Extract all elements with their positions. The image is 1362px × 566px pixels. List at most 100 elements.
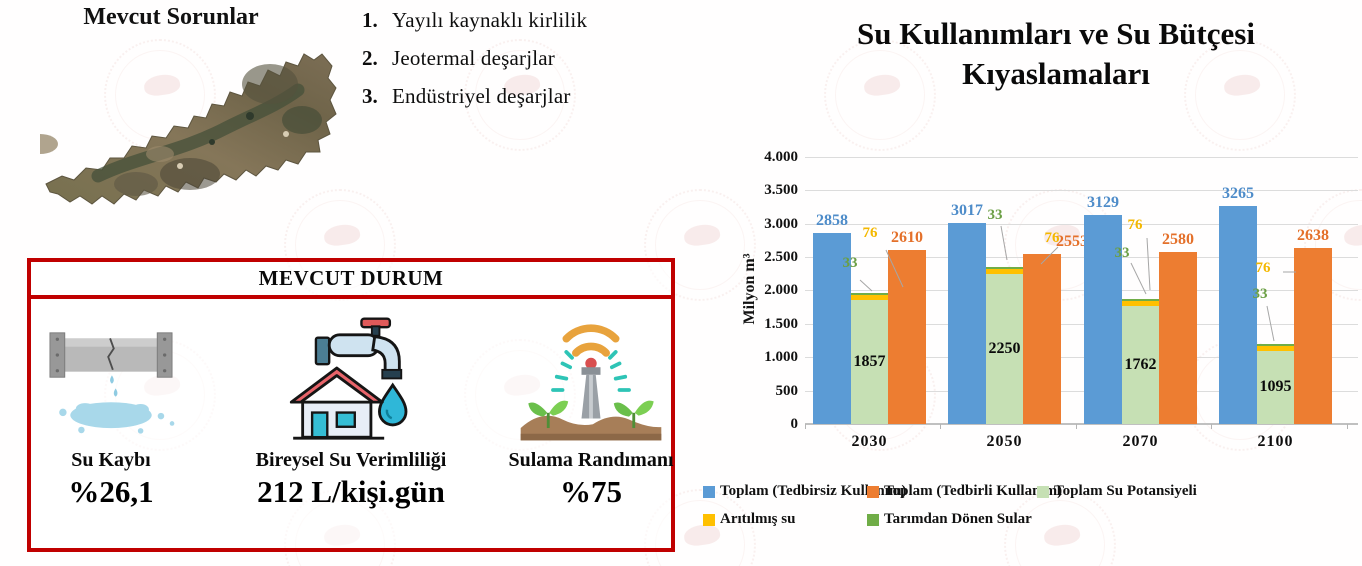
bar-value-label: 3265: [1222, 185, 1254, 203]
bar-tedbirli: [1023, 253, 1061, 424]
stacked-bar-column: 1762: [1121, 299, 1160, 424]
legend-swatch-blue: [703, 485, 715, 498]
status-grid: Su Kaybı %26,1: [31, 313, 674, 510]
callout-value: 76: [1255, 260, 1271, 276]
list-number: 2.: [362, 46, 378, 70]
chart-title: Su Kullanımları ve Su Bütçesi Kıyaslamal…: [857, 16, 1255, 91]
y-tick: 2.500: [764, 249, 798, 265]
bar-tedbirli: [1159, 251, 1197, 424]
legend-item: Toplam (Tedbirli Kullanım): [867, 483, 1062, 500]
status-item-value: %26,1: [68, 474, 154, 509]
status-item-domestic-efficiency: Bireysel Su Verimliliği 212 L/kişi.gün: [191, 313, 511, 510]
bar-column: 2638: [1294, 227, 1332, 424]
callout-value: 33: [1114, 245, 1130, 261]
bar-value-label: 2858: [816, 212, 848, 230]
callout-value: 76: [862, 225, 878, 241]
bar-value-label: 2580: [1162, 230, 1194, 248]
segment-tarimdan-donen: [1121, 299, 1160, 302]
legend-swatch-lightgreen: [1037, 485, 1049, 498]
segment-tarimdan-donen: [985, 266, 1024, 269]
x-category-label: 2050: [986, 433, 1023, 450]
house-faucet-icon: [276, 313, 426, 441]
problems-list: 1. Yayılı kaynaklı kirlilik 2. Jeotermal…: [362, 8, 587, 122]
y-tick: 4.000: [764, 149, 798, 165]
list-text: Yayılı kaynaklı kirlilik: [392, 8, 588, 32]
legend-swatch-darkgreen: [867, 513, 879, 526]
status-item-irrigation-efficiency: Sulama Randımanı %75: [508, 313, 674, 510]
y-tick: 1.500: [764, 316, 798, 332]
bar-column: 3265: [1219, 185, 1257, 424]
segment-tarimdan-donen: [1256, 343, 1295, 346]
bar-value-label: 2638: [1297, 226, 1329, 244]
bar-group-2030: 2858 1857 2610 33 76: [802, 157, 937, 424]
list-text: Endüstriyel deşarjlar: [392, 84, 571, 108]
bar-group-2100: 3265 1095 2638 76 33: [1208, 157, 1343, 424]
callout-value: 33: [987, 207, 1003, 223]
y-tick: 3.500: [764, 182, 798, 198]
segment-aritilmis: [1121, 301, 1160, 307]
legend-label: Toplam (Tedbirli Kullanım): [884, 483, 1063, 499]
bar-value-label: 3129: [1087, 194, 1119, 212]
legend-swatch-orange: [867, 485, 879, 498]
bar-column: 3129: [1084, 194, 1122, 424]
x-category-label: 2070: [1122, 433, 1159, 450]
segment-value-label: 2250: [988, 339, 1021, 357]
bar-tedbirli: [888, 249, 926, 424]
legend-item: Tarımdan Dönen Sular: [867, 511, 1037, 528]
x-axis-line: [805, 423, 1358, 425]
basin-satellite-map: [22, 24, 342, 236]
bar-tedbirsiz: [1084, 215, 1122, 424]
bar-value-label: 3017: [951, 201, 983, 219]
list-text: Jeotermal deşarjlar: [392, 46, 555, 70]
bar-column: 2580: [1159, 231, 1197, 424]
segment-aritilmis: [1256, 345, 1295, 351]
callout-value: 76: [1127, 217, 1143, 233]
bar-column: 2858: [813, 212, 851, 424]
list-item: 1. Yayılı kaynaklı kirlilik: [362, 8, 587, 33]
legend-label: Arıtılmış su: [720, 511, 796, 527]
segment-tarimdan-donen: [850, 292, 889, 295]
bar-group-2070: 3129 1762 2580 33 76: [1073, 157, 1208, 424]
bar-column: 3017: [948, 202, 986, 424]
y-tick: 3.000: [764, 216, 798, 232]
bar-tedbirsiz: [1219, 206, 1257, 424]
y-tick: 2.000: [764, 282, 798, 298]
segment-potansiyel: 1857: [850, 300, 889, 424]
y-axis: 4.000 3.500 3.000 2.500 2.000 1.500 1.00…: [738, 149, 798, 432]
bar-group-2050: 3017 2250 2553 33 76: [937, 157, 1088, 424]
stacked-bar-column: 1095: [1256, 343, 1295, 424]
legend-item: Toplam (Tedbirsiz Kullanım): [703, 483, 906, 500]
y-tick: 0: [790, 416, 799, 432]
chart-legend: Toplam (Tedbirsiz Kullanım) Toplam (Tedb…: [703, 483, 1287, 528]
bar-tedbirsiz: [813, 233, 851, 424]
basin-map-image: [22, 53, 337, 205]
segment-potansiyel: 2250: [985, 273, 1024, 424]
current-status-panel: MEVCUT DURUM: [27, 258, 675, 552]
list-item: 3. Endüstriyel deşarjlar: [362, 84, 587, 109]
status-item-water-loss: Su Kaybı %26,1: [31, 313, 191, 510]
list-item: 2. Jeotermal deşarjlar: [362, 46, 587, 71]
segment-aritilmis: [850, 294, 889, 300]
status-item-label: Su Kaybı: [71, 449, 151, 471]
status-item-label: Sulama Randımanı: [508, 449, 674, 471]
segment-potansiyel: 1095: [1256, 350, 1295, 424]
list-number: 3.: [362, 84, 378, 108]
callout-value: 33: [1252, 286, 1268, 302]
x-category-label: 2030: [851, 433, 888, 450]
callout-value: 76: [1044, 230, 1060, 246]
x-category-label: 2100: [1257, 433, 1294, 450]
list-number: 1.: [362, 8, 378, 32]
legend-label: Tarımdan Dönen Sular: [884, 511, 1032, 527]
status-panel-title: MEVCUT DURUM: [31, 262, 671, 299]
status-item-value: 212 L/kişi.gün: [257, 474, 445, 509]
legend-item: Toplam Su Potansiyeli: [1037, 483, 1287, 500]
problems-title: Mevcut Sorunlar: [83, 4, 259, 30]
legend-label: Toplam (Tedbirsiz Kullanım): [720, 483, 907, 499]
bar-column: 2553: [1023, 233, 1088, 424]
stacked-bar-column: 2250: [985, 266, 1024, 424]
bar-value-label: 2610: [891, 228, 923, 246]
segment-aritilmis: [985, 268, 1024, 274]
segment-value-label: 1095: [1259, 378, 1292, 396]
bar-tedbirli: [1294, 247, 1332, 424]
